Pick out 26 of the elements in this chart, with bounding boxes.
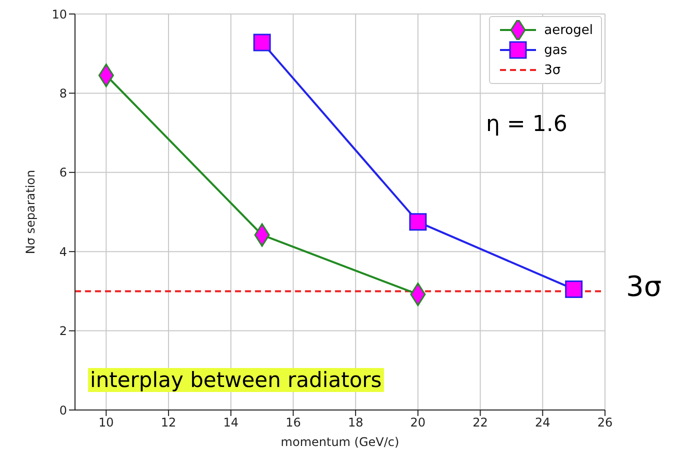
legend-label: 3σ — [544, 62, 561, 78]
legend-label: gas — [544, 42, 568, 58]
x-tick-label: 20 — [410, 416, 426, 430]
x-axis-title: momentum (GeV/c) — [280, 435, 400, 449]
x-tick-label: 22 — [472, 416, 488, 430]
y-tick-label: 8 — [59, 86, 67, 100]
x-tick-label: 18 — [348, 416, 364, 430]
annotation: η = 1.6 — [486, 112, 568, 137]
y-tick-label: 0 — [59, 403, 67, 418]
y-tick-label: 2 — [59, 324, 67, 338]
y-tick-label: 6 — [59, 166, 67, 180]
point — [253, 34, 271, 52]
x-tick-label: 14 — [223, 416, 239, 430]
text: 3σ — [626, 270, 662, 303]
y-tick-label: 4 — [59, 244, 67, 259]
x-tick-label: 26 — [597, 416, 613, 430]
point — [409, 213, 427, 231]
y-axis-title: Nσ separation — [23, 170, 38, 254]
annotation: interplay between radiators — [88, 368, 384, 392]
y-tick-label: 10 — [52, 7, 67, 22]
x-tick-label: 12 — [160, 416, 176, 430]
x-tick-label: 24 — [535, 416, 550, 430]
legend-label: aerogel — [544, 22, 593, 38]
x-tick-label: 16 — [286, 416, 301, 430]
x-tick-label: 10 — [98, 416, 114, 430]
point — [565, 280, 583, 298]
